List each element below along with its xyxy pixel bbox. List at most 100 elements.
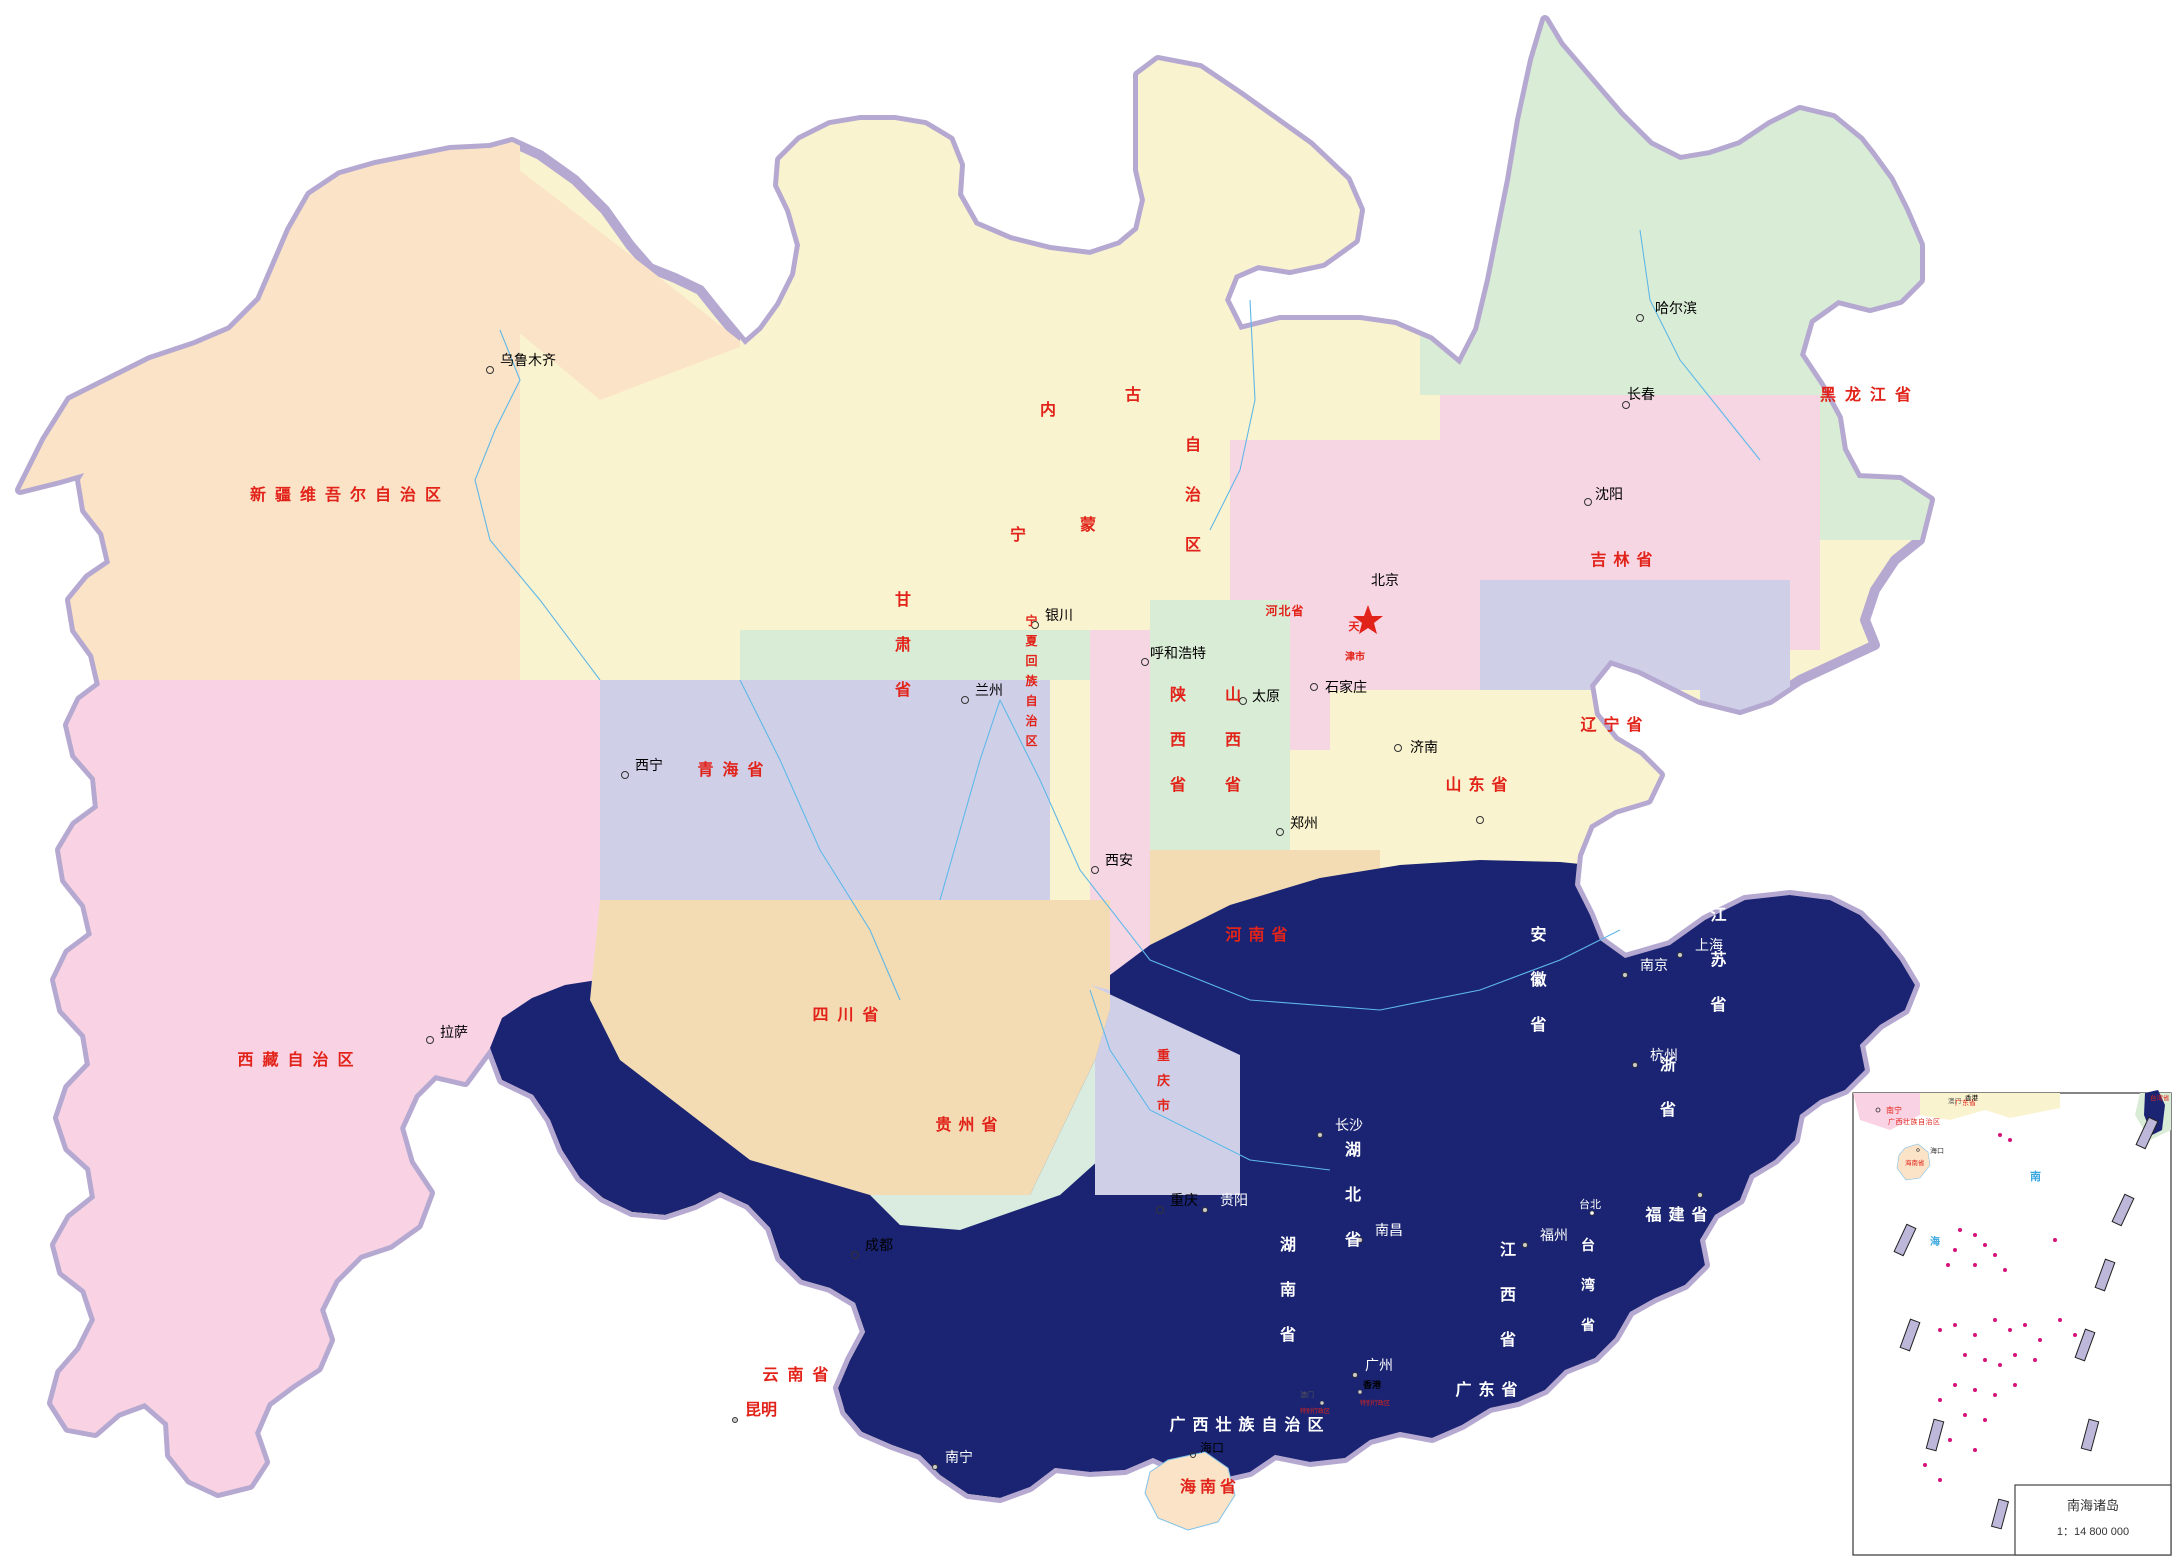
- svg-text:省: 省: [1659, 1100, 1680, 1119]
- svg-text:广东省: 广东省: [1455, 1380, 1524, 1399]
- svg-text:甘: 甘: [895, 591, 915, 609]
- svg-text:台北: 台北: [1579, 1197, 1601, 1211]
- svg-text:自: 自: [1025, 693, 1038, 708]
- svg-text:石家庄: 石家庄: [1325, 679, 1367, 695]
- svg-text:徽: 徽: [1529, 970, 1549, 989]
- svg-text:黑龙江省: 黑龙江省: [1820, 385, 1920, 404]
- svg-text:津市: 津市: [1345, 650, 1365, 663]
- svg-text:北京: 北京: [1371, 572, 1399, 588]
- svg-text:省: 省: [1279, 1325, 1300, 1344]
- svg-text:南京: 南京: [1640, 957, 1668, 973]
- svg-text:天: 天: [1349, 620, 1362, 633]
- svg-text:陕: 陕: [1170, 685, 1190, 704]
- svg-text:治: 治: [1025, 713, 1038, 728]
- svg-text:福建省: 福建省: [1644, 1205, 1714, 1224]
- svg-text:宁: 宁: [1025, 613, 1038, 628]
- svg-text:古: 古: [1125, 385, 1145, 404]
- svg-text:广州: 广州: [1365, 1357, 1393, 1373]
- svg-text:南海诸岛: 南海诸岛: [2067, 1498, 2119, 1513]
- svg-text:南: 南: [1280, 1280, 1300, 1299]
- svg-text:云南省: 云南省: [762, 1365, 837, 1384]
- svg-text:南宁: 南宁: [1886, 1105, 1902, 1115]
- svg-text:苏: 苏: [1710, 950, 1729, 969]
- svg-text:特别行政区: 特别行政区: [1300, 1407, 1330, 1415]
- svg-text:西安: 西安: [1105, 852, 1133, 868]
- svg-text:哈尔滨: 哈尔滨: [1655, 300, 1697, 316]
- svg-text:省: 省: [1580, 1317, 1597, 1333]
- svg-text:特别行政区: 特别行政区: [1360, 1399, 1390, 1407]
- svg-text:1：14 800 000: 1：14 800 000: [2057, 1526, 2129, 1538]
- svg-text:江: 江: [1710, 906, 1729, 924]
- svg-text:山东省: 山东省: [1445, 775, 1514, 794]
- svg-text:安: 安: [1530, 925, 1549, 944]
- svg-text:海口: 海口: [1930, 1146, 1944, 1155]
- svg-text:海南省: 海南省: [1180, 1477, 1240, 1496]
- svg-text:肃: 肃: [895, 636, 915, 654]
- svg-text:长沙: 长沙: [1335, 1117, 1363, 1133]
- svg-text:浙: 浙: [1660, 1055, 1680, 1074]
- svg-text:郑州: 郑州: [1290, 815, 1318, 831]
- svg-text:香港: 香港: [1965, 1093, 1979, 1102]
- svg-text:山: 山: [1225, 686, 1245, 704]
- svg-text:省: 省: [894, 680, 915, 699]
- svg-text:海口: 海口: [1200, 1440, 1224, 1455]
- svg-text:省: 省: [1344, 1230, 1365, 1249]
- svg-text:省: 省: [1709, 995, 1729, 1014]
- svg-text:区: 区: [1025, 734, 1038, 748]
- svg-text:北: 北: [1345, 1186, 1365, 1204]
- svg-text:福州: 福州: [1540, 1227, 1568, 1243]
- svg-text:宁: 宁: [1010, 525, 1030, 544]
- svg-text:西: 西: [1500, 1286, 1520, 1304]
- svg-text:长春: 长春: [1627, 386, 1655, 402]
- svg-text:呼和浩特: 呼和浩特: [1150, 645, 1206, 661]
- svg-text:成都: 成都: [865, 1237, 893, 1253]
- svg-text:西藏自治区: 西藏自治区: [237, 1050, 362, 1069]
- svg-text:重庆: 重庆: [1170, 1192, 1198, 1208]
- svg-text:省: 省: [1224, 775, 1245, 794]
- svg-text:台湾省: 台湾省: [2150, 1093, 2170, 1102]
- svg-text:沈阳: 沈阳: [1595, 486, 1623, 502]
- svg-text:回: 回: [1025, 654, 1038, 668]
- svg-text:西宁: 西宁: [635, 757, 663, 773]
- svg-text:兰州: 兰州: [975, 682, 1003, 698]
- svg-text:河南省: 河南省: [1225, 925, 1294, 944]
- svg-text:太原: 太原: [1252, 688, 1280, 704]
- svg-text:乌鲁木齐: 乌鲁木齐: [500, 352, 556, 368]
- svg-text:贵州省: 贵州省: [935, 1115, 1004, 1134]
- svg-text:贵阳: 贵阳: [1220, 1192, 1248, 1208]
- svg-text:西: 西: [1225, 731, 1245, 749]
- svg-text:重: 重: [1157, 1048, 1173, 1063]
- svg-text:省: 省: [1169, 775, 1190, 794]
- svg-text:治: 治: [1185, 485, 1205, 504]
- svg-text:西: 西: [1170, 731, 1190, 749]
- svg-text:新疆维吾尔自治区: 新疆维吾尔自治区: [250, 485, 450, 504]
- svg-text:湖: 湖: [1280, 1236, 1300, 1254]
- svg-text:四川省: 四川省: [812, 1005, 887, 1024]
- svg-text:香港: 香港: [1362, 1379, 1382, 1390]
- svg-text:青海省: 青海省: [697, 760, 772, 779]
- svg-text:上海: 上海: [1695, 937, 1723, 953]
- svg-text:市: 市: [1157, 1098, 1173, 1113]
- svg-text:银川: 银川: [1045, 607, 1073, 623]
- svg-text:夏: 夏: [1025, 634, 1038, 648]
- svg-text:自: 自: [1185, 435, 1205, 454]
- svg-text:澳门: 澳门: [1948, 1096, 1961, 1105]
- svg-text:台: 台: [1581, 1237, 1597, 1253]
- svg-text:吉林省: 吉林省: [1590, 550, 1659, 569]
- svg-text:庆: 庆: [1156, 1073, 1173, 1088]
- svg-text:湖: 湖: [1345, 1141, 1365, 1159]
- svg-text:南宁: 南宁: [945, 1449, 973, 1465]
- svg-text:蒙: 蒙: [1080, 515, 1100, 534]
- svg-text:南: 南: [2030, 1169, 2041, 1183]
- svg-text:内: 内: [1040, 400, 1060, 419]
- svg-text:河北省: 河北省: [1264, 603, 1304, 618]
- svg-text:族: 族: [1025, 673, 1038, 688]
- svg-text:湾: 湾: [1581, 1277, 1597, 1293]
- svg-text:澳门: 澳门: [1300, 1390, 1314, 1399]
- svg-text:广西壮族自治区: 广西壮族自治区: [1169, 1415, 1330, 1434]
- svg-text:昆明: 昆明: [745, 1401, 777, 1419]
- svg-text:南昌: 南昌: [1375, 1222, 1403, 1238]
- svg-text:济南: 济南: [1410, 739, 1438, 755]
- svg-text:省: 省: [1529, 1015, 1549, 1034]
- svg-text:省: 省: [1499, 1330, 1520, 1349]
